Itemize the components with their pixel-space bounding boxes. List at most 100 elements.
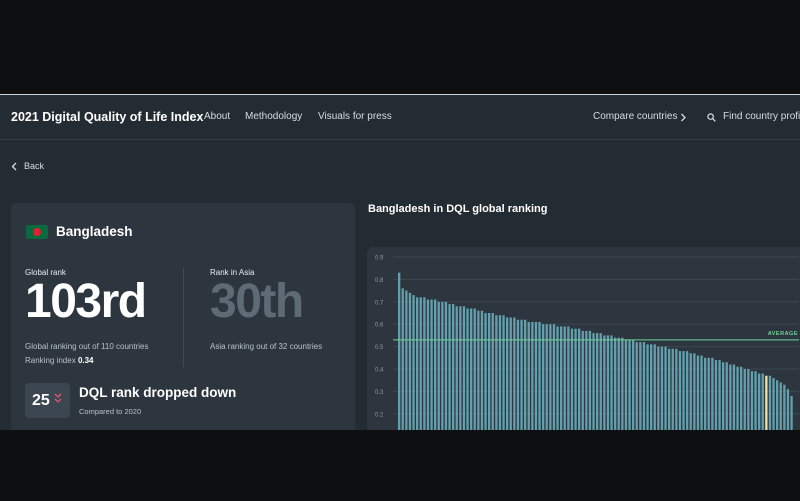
bar[interactable] xyxy=(689,353,692,430)
bar[interactable] xyxy=(549,324,552,430)
bar[interactable] xyxy=(664,346,667,430)
bar[interactable] xyxy=(671,348,674,430)
bar[interactable] xyxy=(628,339,631,430)
bar[interactable] xyxy=(477,310,480,430)
bar[interactable] xyxy=(578,328,581,430)
bar[interactable] xyxy=(617,337,620,430)
bar[interactable] xyxy=(768,375,772,430)
bar[interactable] xyxy=(520,319,523,430)
bar[interactable] xyxy=(779,382,782,430)
bar[interactable] xyxy=(758,373,761,430)
bar[interactable] xyxy=(729,364,732,430)
bar[interactable] xyxy=(473,308,476,430)
bar[interactable] xyxy=(696,355,700,430)
bar[interactable] xyxy=(531,321,534,430)
bar[interactable] xyxy=(776,380,779,430)
bar[interactable] xyxy=(678,351,682,430)
bar[interactable] xyxy=(747,369,750,430)
bar[interactable] xyxy=(624,339,628,430)
bar[interactable] xyxy=(538,321,541,430)
bar[interactable] xyxy=(502,315,505,430)
bar[interactable] xyxy=(700,355,703,430)
bar[interactable] xyxy=(657,346,660,430)
bar[interactable] xyxy=(545,324,548,430)
bar[interactable] xyxy=(556,326,559,430)
bar[interactable] xyxy=(718,360,721,430)
bar[interactable] xyxy=(470,308,473,430)
bar[interactable] xyxy=(592,333,595,430)
bar[interactable] xyxy=(686,351,689,430)
bar[interactable] xyxy=(455,306,458,430)
bar[interactable] xyxy=(707,357,710,430)
bar-highlight-bangladesh[interactable] xyxy=(765,375,768,430)
bar[interactable] xyxy=(513,317,516,430)
bar[interactable] xyxy=(675,348,678,430)
nav-link-methodology[interactable]: Methodology xyxy=(245,111,303,122)
bar[interactable] xyxy=(516,319,520,430)
bar[interactable] xyxy=(480,310,484,430)
bar[interactable] xyxy=(646,344,649,430)
bar[interactable] xyxy=(736,366,739,430)
bar[interactable] xyxy=(639,342,642,430)
bar[interactable] xyxy=(588,330,592,430)
bar[interactable] xyxy=(581,330,584,430)
bar[interactable] xyxy=(563,326,566,430)
bar[interactable] xyxy=(434,299,437,430)
bar[interactable] xyxy=(632,339,635,430)
bar[interactable] xyxy=(668,348,671,430)
nav-link-about[interactable]: About xyxy=(204,111,231,122)
bar[interactable] xyxy=(743,369,746,430)
bar[interactable] xyxy=(714,360,718,430)
bar[interactable] xyxy=(754,371,757,430)
bar[interactable] xyxy=(772,377,775,430)
bar[interactable] xyxy=(761,373,764,430)
bar[interactable] xyxy=(491,313,494,430)
bar[interactable] xyxy=(534,321,538,430)
bar[interactable] xyxy=(542,324,545,430)
bar[interactable] xyxy=(567,326,570,430)
bar[interactable] xyxy=(437,301,440,430)
bar[interactable] xyxy=(606,335,610,430)
bar[interactable] xyxy=(484,313,487,430)
bar[interactable] xyxy=(552,324,556,430)
site-title[interactable]: 2021 Digital Quality of Life Index xyxy=(11,110,204,124)
bar[interactable] xyxy=(405,290,408,430)
bar[interactable] xyxy=(570,328,574,430)
bar[interactable] xyxy=(614,337,617,430)
bar[interactable] xyxy=(599,333,602,430)
bar[interactable] xyxy=(635,342,638,430)
bar[interactable] xyxy=(711,357,714,430)
bar[interactable] xyxy=(488,313,491,430)
bar[interactable] xyxy=(786,389,790,430)
bar[interactable] xyxy=(423,297,426,430)
bar[interactable] xyxy=(722,362,725,430)
bar[interactable] xyxy=(462,306,466,430)
bar[interactable] xyxy=(452,304,455,430)
bar[interactable] xyxy=(621,337,624,430)
bar[interactable] xyxy=(524,319,527,430)
bar[interactable] xyxy=(660,346,664,430)
bar[interactable] xyxy=(725,362,728,430)
nav-link-visuals-for-press[interactable]: Visuals for press xyxy=(318,111,392,122)
bar[interactable] xyxy=(401,288,404,430)
bar[interactable] xyxy=(430,299,433,430)
bar[interactable] xyxy=(419,297,422,430)
bar[interactable] xyxy=(642,342,646,430)
bar[interactable] xyxy=(408,292,412,430)
bar[interactable] xyxy=(650,344,653,430)
bar[interactable] xyxy=(585,330,588,430)
bar[interactable] xyxy=(459,306,462,430)
bar[interactable] xyxy=(527,321,530,430)
bar[interactable] xyxy=(790,395,793,430)
bar[interactable] xyxy=(495,315,498,430)
bar[interactable] xyxy=(466,308,469,430)
bar[interactable] xyxy=(596,333,599,430)
bar[interactable] xyxy=(560,326,563,430)
find-country-profile-link[interactable]: Find country profi xyxy=(723,111,800,122)
bar[interactable] xyxy=(441,301,444,430)
bar[interactable] xyxy=(682,351,685,430)
bar[interactable] xyxy=(498,315,502,430)
bar[interactable] xyxy=(444,301,448,430)
bar[interactable] xyxy=(448,304,451,430)
bar[interactable] xyxy=(653,344,656,430)
